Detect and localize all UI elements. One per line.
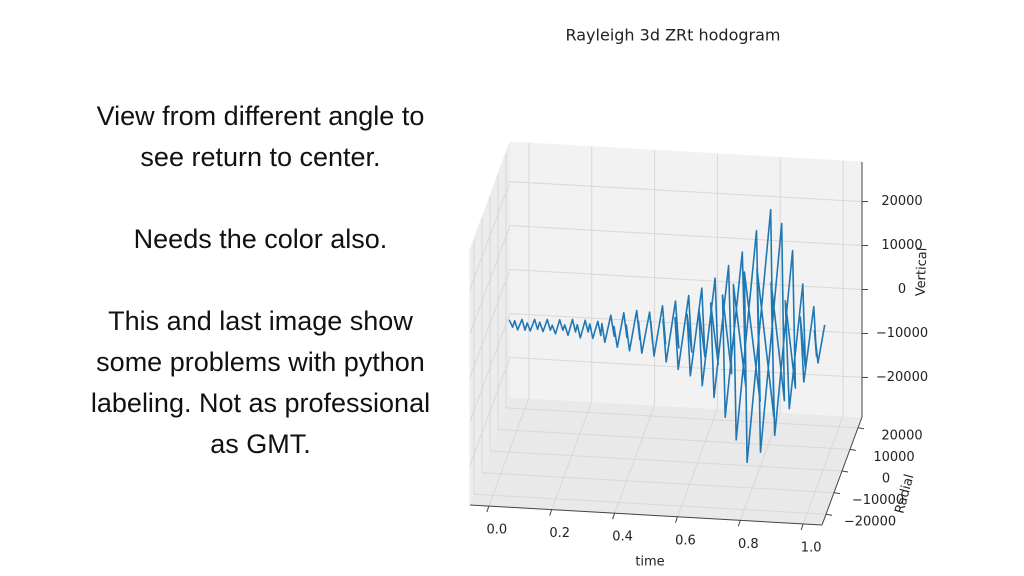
y-tick-label: −10000 <box>852 493 904 508</box>
y-tick-label: 0 <box>882 472 890 487</box>
paragraph: This and last image show some problems w… <box>90 306 431 459</box>
x-tick-label: 0.8 <box>738 537 759 552</box>
z-axis-label: Vertical <box>914 247 931 296</box>
tick-mark <box>825 513 833 516</box>
z-tick-label: 10000 <box>881 238 922 253</box>
z-tick-label: 0 <box>898 282 906 297</box>
z-tick-label: −10000 <box>876 326 928 341</box>
tick-mark <box>800 523 804 531</box>
tick-mark <box>841 470 849 473</box>
grid-line <box>509 181 863 203</box>
y-tick-label: 20000 <box>881 428 922 443</box>
chart-title: Rayleigh 3d ZRt hodogram <box>565 26 780 45</box>
tick-mark <box>737 520 741 527</box>
grid-line <box>509 225 863 247</box>
x-tick-label: 0.2 <box>549 526 570 541</box>
x-tick-label: 1.0 <box>801 540 822 555</box>
tick-mark <box>857 427 865 430</box>
z-tick-label: 20000 <box>881 194 922 209</box>
hodogram-line <box>508 208 826 464</box>
grid-line <box>481 472 835 494</box>
paragraph: View from different angle to see return … <box>96 101 425 172</box>
tick-mark <box>549 509 553 516</box>
paragraph: Needs the color also. <box>133 224 388 254</box>
x-tick-label: 0.0 <box>487 523 508 538</box>
tick-mark <box>674 516 678 523</box>
y-tick-label: 10000 <box>873 450 914 465</box>
tick-mark <box>612 513 616 520</box>
grid-line <box>489 450 843 472</box>
x-tick-label: 0.6 <box>675 533 696 548</box>
grid-line <box>473 493 827 515</box>
axis-line <box>469 504 823 526</box>
grid-line <box>497 428 851 450</box>
tick-mark <box>486 505 490 513</box>
y-tick-label: −20000 <box>844 515 896 530</box>
z-tick-label: −20000 <box>876 370 928 385</box>
x-tick-label: 0.4 <box>612 530 633 545</box>
slide-text: View from different angle to see return … <box>88 96 433 506</box>
x-axis-label: time <box>635 555 664 570</box>
tick-mark <box>833 492 841 495</box>
grid-line <box>509 312 863 334</box>
axis-line <box>821 416 863 526</box>
grid-line <box>505 407 859 429</box>
tick-mark <box>849 448 857 451</box>
